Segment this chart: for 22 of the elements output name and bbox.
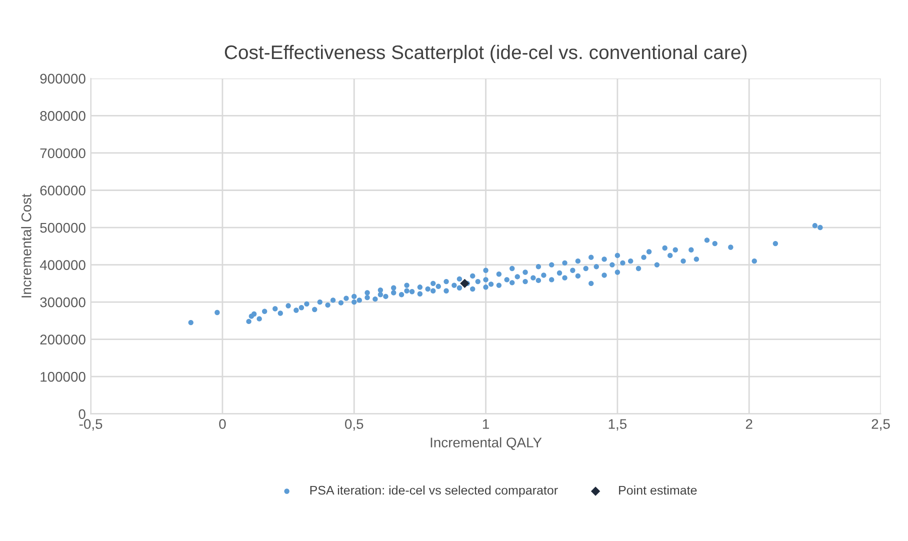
y-tick-label: 100000 [40, 372, 86, 382]
y-tick-label: 0 [78, 409, 86, 420]
y-axis-title: Incremental Cost [21, 194, 32, 298]
x-tick-label: -0,5 [79, 419, 102, 431]
x-tick-label: 1 [482, 419, 489, 429]
x-tick-label: 1,5 [608, 419, 627, 431]
legend-label: Point estimate [619, 485, 697, 495]
chart-title: Cost-Effectiveness Scatterplot (ide-cel vs. conventional care) [224, 44, 746, 64]
x-tick-label: 0 [219, 419, 226, 429]
y-tick-label: 300000 [40, 297, 86, 308]
y-tick-label: 200000 [40, 334, 86, 344]
x-tick-label: 2,5 [872, 419, 890, 431]
x-tick-label: 0,5 [345, 419, 364, 431]
x-tick-label: 2 [746, 419, 752, 429]
y-tick-label: 700000 [40, 148, 86, 158]
y-tick-label: 800000 [40, 111, 86, 121]
y-tick-label: 900000 [40, 74, 86, 84]
legend-label: PSA iteration: ide-cel vs selected comparator [310, 485, 558, 498]
y-tick-label: 500000 [40, 222, 86, 233]
y-tick-label: 600000 [40, 186, 86, 196]
y-tick-label: 400000 [40, 260, 86, 270]
x-axis-title: Incremental QALY [430, 437, 542, 450]
